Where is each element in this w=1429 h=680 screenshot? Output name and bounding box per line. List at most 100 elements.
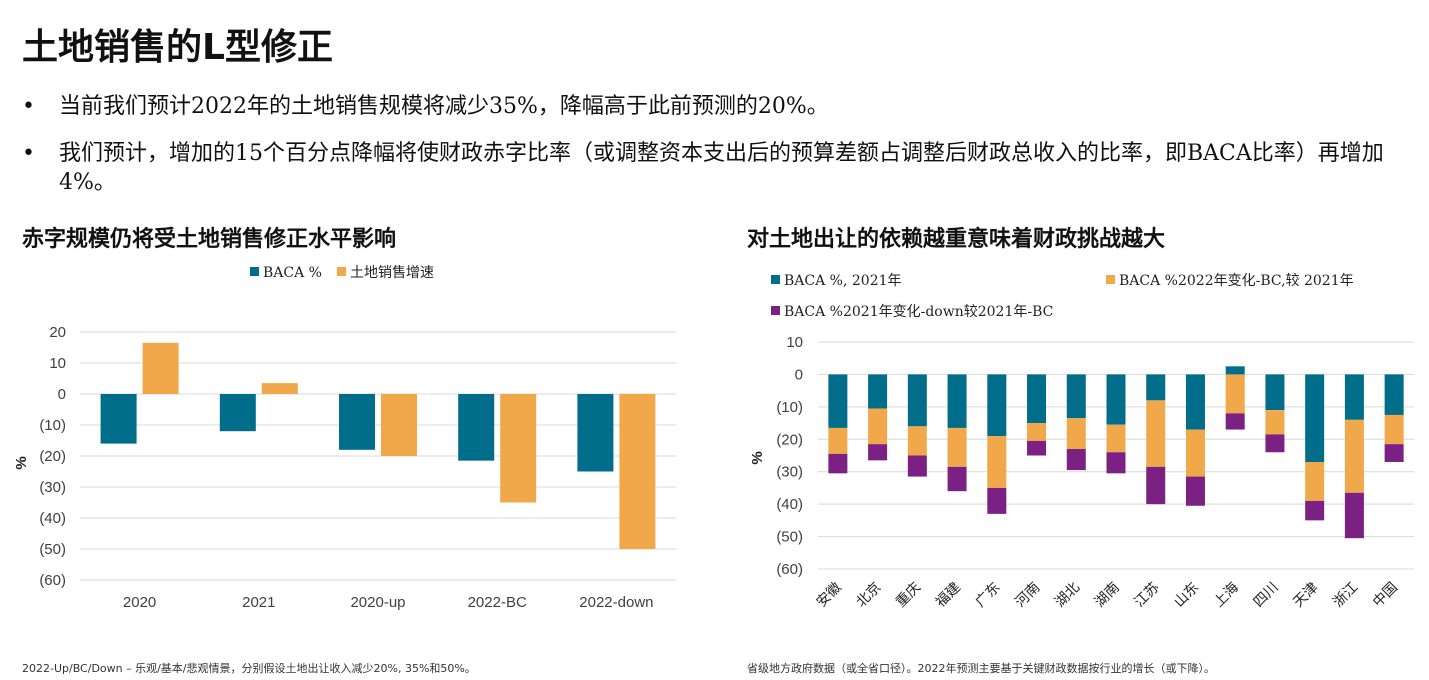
legend-label: BACA % xyxy=(263,265,322,281)
bar-change-bc xyxy=(947,427,967,467)
bar-land-sales xyxy=(381,394,417,456)
bar-baca-2021 xyxy=(987,374,1007,437)
bar-change-down xyxy=(1225,413,1245,430)
y-tick-label: (60) xyxy=(776,561,803,578)
bar-baca-2021 xyxy=(1344,374,1364,420)
y-tick-label: (30) xyxy=(776,464,803,481)
x-tick-label: 江苏 xyxy=(1131,580,1162,611)
x-tick-label: 山东 xyxy=(1171,580,1202,611)
bar-change-down xyxy=(1384,444,1404,462)
x-tick-label: 2020 xyxy=(123,594,156,611)
y-tick-label: (10) xyxy=(776,399,803,416)
y-tick-label: (40) xyxy=(39,510,66,527)
legend-label: BACA %, 2021年 xyxy=(784,273,902,289)
bar-baca xyxy=(339,394,375,450)
bullet-dot: • xyxy=(22,94,35,119)
x-tick-label: 四川 xyxy=(1251,580,1282,611)
bar-baca xyxy=(100,394,137,444)
y-tick-label: 10 xyxy=(49,355,66,372)
y-axis-label: % xyxy=(749,451,766,464)
x-tick-label: 湖南 xyxy=(1092,580,1123,611)
bar-change-down xyxy=(987,487,1007,514)
bar-change-down xyxy=(1066,449,1086,471)
x-tick-label: 福建 xyxy=(933,580,964,611)
bar-change-bc xyxy=(1265,410,1285,435)
y-tick-label: (20) xyxy=(39,448,66,465)
x-tick-label: 浙江 xyxy=(1330,580,1361,611)
y-axis-label: % xyxy=(13,456,30,469)
bullet-text: 当前我们预计2022年的土地销售规模将减少35%，降幅高于此前预测的20%。 xyxy=(59,94,829,119)
bar-baca-2021 xyxy=(828,374,848,428)
bar-change-down xyxy=(1027,440,1047,456)
bar-change-down xyxy=(947,466,967,492)
bar-baca-2021 xyxy=(1225,366,1245,375)
bar-change-down xyxy=(1146,466,1166,505)
bar-change-bc xyxy=(1066,418,1086,450)
bar-change-down xyxy=(1106,452,1126,474)
x-tick-label: 上海 xyxy=(1211,580,1242,611)
bar-change-bc xyxy=(1344,419,1364,493)
bullet-text: 我们预计，增加的15个百分点降幅将使财政赤字比率（或调整资本支出后的预算差额占调… xyxy=(59,141,1384,195)
y-tick-label: 0 xyxy=(58,386,66,403)
legend-swatch xyxy=(771,306,780,315)
bar-baca xyxy=(219,394,256,432)
bar-change-bc xyxy=(1225,374,1245,414)
x-tick-label: 2021 xyxy=(242,594,275,611)
bar-change-bc xyxy=(1305,461,1325,501)
bar-change-bc xyxy=(1384,414,1404,445)
y-tick-label: 20 xyxy=(49,324,66,341)
bar-land-sales xyxy=(261,383,298,394)
legend-swatch xyxy=(250,267,259,276)
bar-baca xyxy=(577,394,614,472)
bar-baca-2021 xyxy=(1384,374,1404,415)
bar-baca-2021 xyxy=(868,374,888,409)
bar-baca-2021 xyxy=(1185,374,1205,430)
x-tick-label: 2022-down xyxy=(579,594,653,611)
bar-change-bc xyxy=(907,426,927,456)
bar-baca-2021 xyxy=(1066,374,1086,419)
y-tick-label: (20) xyxy=(776,431,803,448)
x-tick-label: 重庆 xyxy=(893,580,924,611)
bar-change-down xyxy=(868,444,888,461)
bar-baca-2021 xyxy=(947,374,967,428)
bar-land-sales xyxy=(619,394,656,549)
bar-baca-2021 xyxy=(1146,374,1166,401)
bar-baca-2021 xyxy=(1027,374,1047,424)
legend-swatch xyxy=(1106,275,1115,284)
x-tick-label: 天津 xyxy=(1290,580,1321,611)
x-tick-label: 湖北 xyxy=(1052,580,1083,611)
bar-change-down xyxy=(907,455,927,477)
bar-change-bc xyxy=(828,427,848,454)
bar-change-bc xyxy=(868,408,888,445)
legend-swatch xyxy=(771,275,780,284)
bar-land-sales xyxy=(142,342,179,394)
bar-baca-2021 xyxy=(1106,374,1126,425)
bar-change-bc xyxy=(1027,423,1047,441)
bar-change-down xyxy=(1344,492,1364,539)
bar-change-bc xyxy=(1185,429,1205,477)
x-tick-label: 2020-up xyxy=(350,594,405,611)
legend-label: BACA %2022年变化-BC,较 2021年 xyxy=(1119,273,1354,289)
y-tick-label: (60) xyxy=(39,572,66,589)
bar-baca-2021 xyxy=(1265,374,1285,411)
y-tick-label: 0 xyxy=(795,366,803,383)
bar-baca-2021 xyxy=(907,374,927,427)
y-tick-label: (30) xyxy=(39,479,66,496)
y-tick-label: (10) xyxy=(39,417,66,434)
x-tick-label: 广东 xyxy=(973,580,1004,611)
right-chart-title: 对土地出让的依赖越重意味着财政挑战越大 xyxy=(747,227,1166,252)
y-tick-label: (50) xyxy=(776,529,803,546)
bar-change-down xyxy=(1265,434,1285,453)
bar-baca-2021 xyxy=(1305,374,1325,462)
bar-change-bc xyxy=(987,436,1007,488)
legend-swatch xyxy=(337,267,346,276)
x-tick-label: 河南 xyxy=(1012,580,1043,611)
bar-land-sales xyxy=(500,394,537,503)
bar-change-down xyxy=(1185,476,1205,506)
legend-label: BACA %2021年变化-down较2021年-BC xyxy=(784,304,1053,320)
x-tick-label: 2022-BC xyxy=(468,594,527,611)
y-tick-label: (40) xyxy=(776,496,803,513)
y-tick-label: 10 xyxy=(786,334,803,351)
legend-label: 土地销售增速 xyxy=(350,265,434,281)
